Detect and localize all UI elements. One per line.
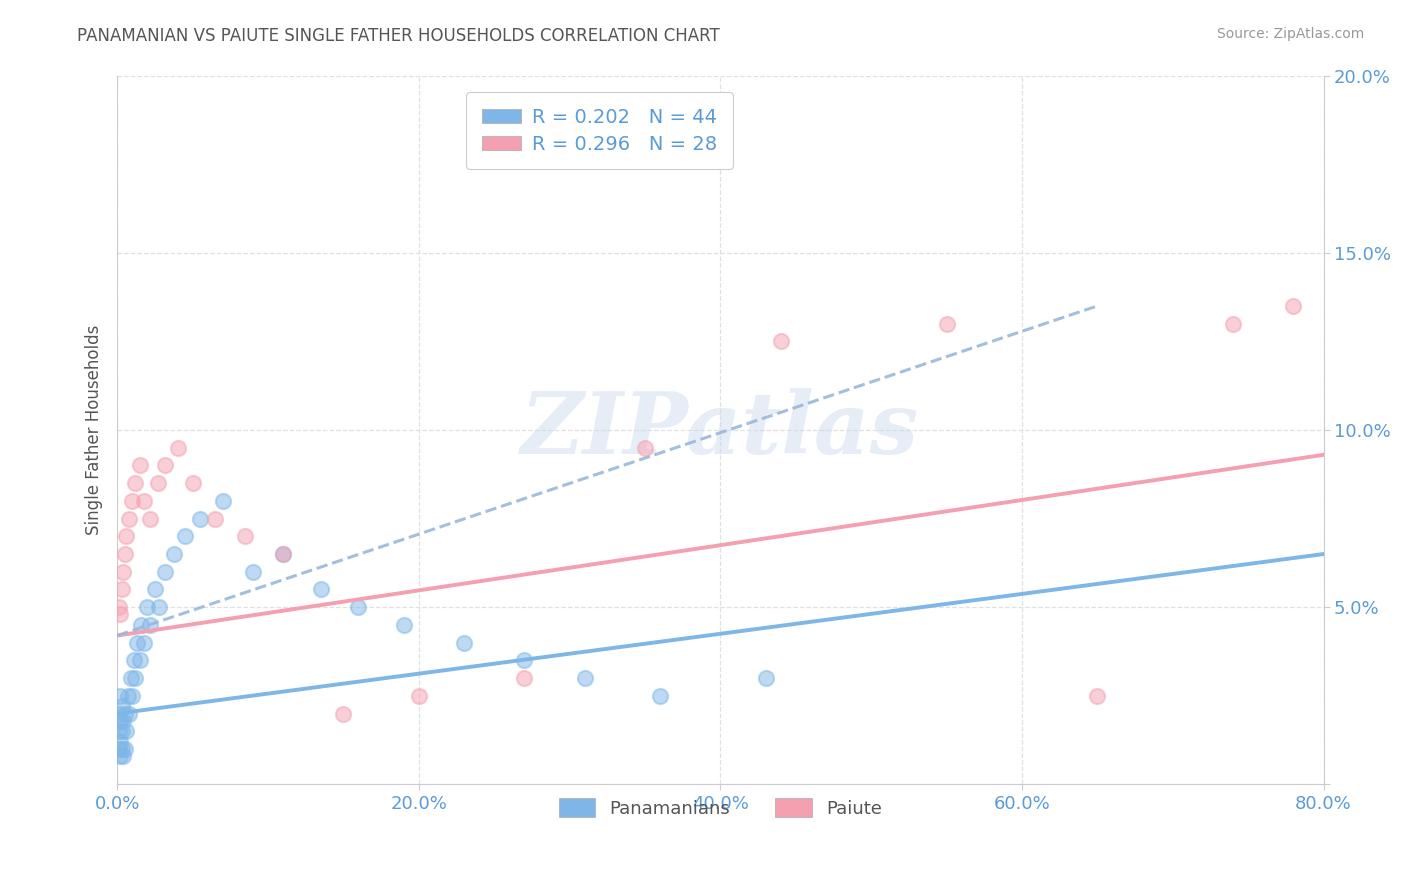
Point <box>111 699 134 714</box>
Point <box>139 618 162 632</box>
Point <box>121 494 143 508</box>
Point <box>128 653 150 667</box>
Point <box>188 511 211 525</box>
Point <box>108 689 131 703</box>
Point <box>117 689 139 703</box>
Point <box>111 742 134 756</box>
Point <box>114 706 136 721</box>
Point <box>112 749 135 764</box>
Point <box>163 547 186 561</box>
Point <box>513 671 536 685</box>
Point <box>648 689 671 703</box>
Point <box>108 714 131 728</box>
Point <box>574 671 596 685</box>
Point <box>347 600 370 615</box>
Point <box>242 565 264 579</box>
Point <box>1087 689 1109 703</box>
Point <box>115 529 138 543</box>
Point <box>513 653 536 667</box>
Point <box>271 547 294 561</box>
Point <box>1222 317 1244 331</box>
Point <box>332 706 354 721</box>
Point <box>107 600 129 615</box>
Point <box>124 476 146 491</box>
Text: PANAMANIAN VS PAIUTE SINGLE FATHER HOUSEHOLDS CORRELATION CHART: PANAMANIAN VS PAIUTE SINGLE FATHER HOUSE… <box>77 27 720 45</box>
Point <box>108 607 131 622</box>
Point <box>155 458 177 473</box>
Point <box>111 724 134 739</box>
Point <box>146 476 169 491</box>
Point <box>125 635 148 649</box>
Point <box>204 511 226 525</box>
Point <box>128 458 150 473</box>
Point <box>309 582 332 597</box>
Point <box>115 724 138 739</box>
Point <box>148 600 170 615</box>
Point <box>107 724 129 739</box>
Point <box>1282 299 1305 313</box>
Point <box>634 441 657 455</box>
Point <box>134 635 156 649</box>
Point <box>120 671 142 685</box>
Legend: Panamanians, Paiute: Panamanians, Paiute <box>551 791 889 825</box>
Y-axis label: Single Father Households: Single Father Households <box>86 325 103 535</box>
Point <box>166 441 188 455</box>
Point <box>111 582 134 597</box>
Point <box>755 671 778 685</box>
Point <box>155 565 177 579</box>
Point <box>131 618 153 632</box>
Point <box>174 529 197 543</box>
Point <box>139 511 162 525</box>
Point <box>769 334 792 349</box>
Point <box>124 671 146 685</box>
Text: Source: ZipAtlas.com: Source: ZipAtlas.com <box>1216 27 1364 41</box>
Point <box>408 689 430 703</box>
Point <box>122 653 145 667</box>
Point <box>453 635 475 649</box>
Point <box>935 317 957 331</box>
Point <box>143 582 166 597</box>
Point <box>114 547 136 561</box>
Point <box>108 749 131 764</box>
Point <box>107 742 129 756</box>
Point <box>136 600 159 615</box>
Point <box>112 565 135 579</box>
Point <box>114 742 136 756</box>
Point <box>121 689 143 703</box>
Point <box>118 511 141 525</box>
Point <box>107 706 129 721</box>
Point <box>134 494 156 508</box>
Point <box>181 476 204 491</box>
Point <box>118 706 141 721</box>
Point <box>392 618 415 632</box>
Point <box>211 494 233 508</box>
Point <box>271 547 294 561</box>
Text: ZIPatlas: ZIPatlas <box>522 388 920 472</box>
Point <box>108 735 131 749</box>
Point <box>235 529 257 543</box>
Point <box>112 714 135 728</box>
